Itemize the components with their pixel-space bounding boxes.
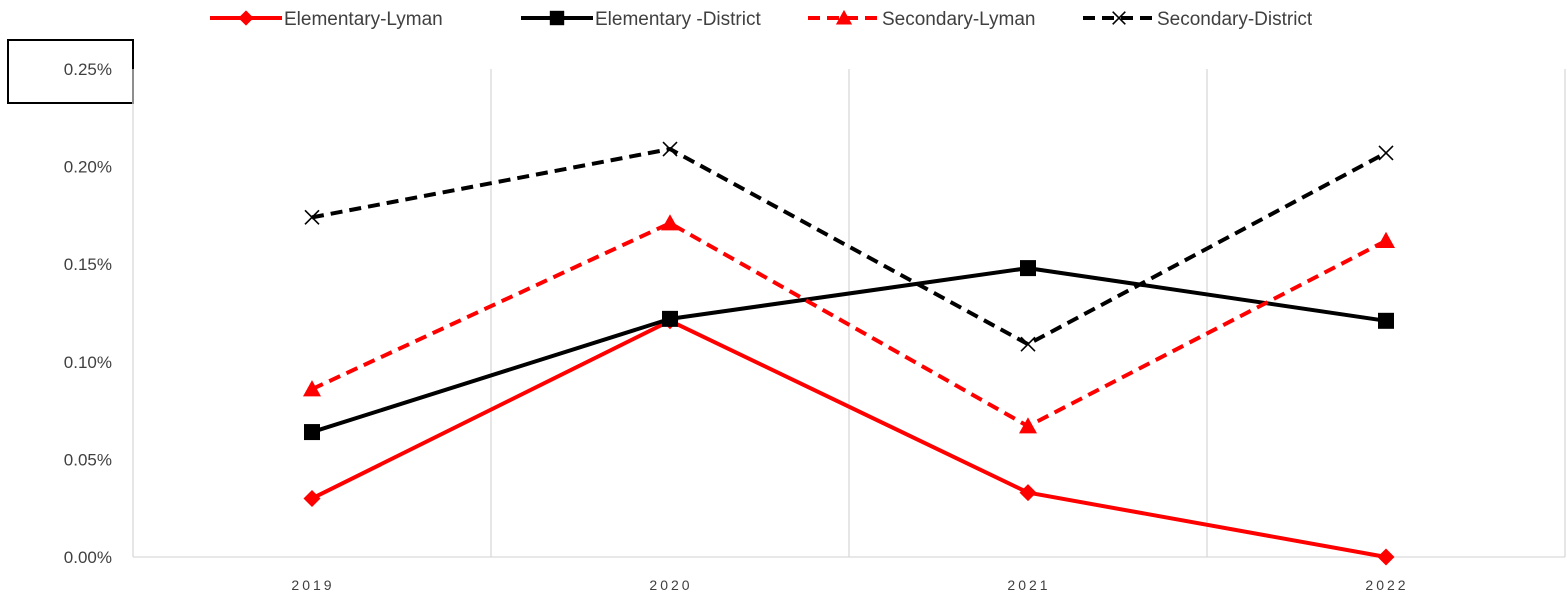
legend: Elementary-Lyman Elementary -District Seco…: [210, 9, 1313, 30]
legend-label: Elementary-Lyman: [284, 9, 443, 30]
square-marker: [662, 310, 678, 327]
y-tick-label: 0.10%: [64, 353, 112, 372]
x-marker: [304, 209, 320, 225]
series-line: [311, 266, 1387, 434]
series-3: [304, 141, 1394, 352]
legend-item-0: Elementary-Lyman: [210, 9, 443, 30]
x-tick-label: 2020: [649, 577, 692, 593]
x-marker: [1112, 11, 1126, 25]
triangle-marker: [1019, 417, 1037, 434]
diamond-marker: [303, 489, 321, 507]
x-tick-label: 2022: [1365, 577, 1408, 593]
legend-label: Elementary -District: [595, 9, 761, 30]
diamond-marker: [238, 10, 254, 26]
y-tick-label: 0.05%: [64, 450, 112, 469]
x-marker: [1020, 336, 1036, 352]
y-tick-label: 0.15%: [64, 255, 112, 274]
diamond-marker: [1019, 484, 1037, 502]
x-tick-label: 2019: [291, 577, 334, 593]
series-1: [304, 260, 1394, 441]
triangle-marker: [303, 380, 321, 397]
legend-item-2: Secondary-Lyman: [808, 9, 1035, 30]
x-marker-stroke: [662, 141, 678, 157]
triangle-marker: [661, 214, 679, 231]
x-tick-label: 2021: [1007, 577, 1050, 593]
series-layer: [303, 141, 1395, 566]
square-marker: [1020, 260, 1036, 277]
series-2: [303, 214, 1395, 434]
x-marker-stroke: [304, 209, 320, 225]
y-axis: 0.00% 0.05% 0.10% 0.15% 0.20% 0.25%: [64, 60, 112, 567]
x-axis: 2019 2020 2021 2022: [291, 577, 1408, 593]
diamond-marker: [1377, 548, 1395, 566]
x-marker: [662, 141, 678, 157]
series-line: [311, 147, 1387, 347]
x-marker-stroke: [1020, 336, 1036, 352]
x-marker-stroke: [1112, 11, 1126, 25]
x-marker: [1378, 145, 1394, 161]
square-marker: [304, 424, 320, 441]
y-tick-label: 0.25%: [64, 60, 112, 79]
triangle-marker: [835, 9, 853, 25]
y-tick-label: 0.00%: [64, 548, 112, 567]
y-tick-label: 0.20%: [64, 158, 112, 177]
gridlines: [132, 69, 1566, 558]
x-marker-stroke: [1378, 145, 1394, 161]
square-marker: [549, 10, 565, 26]
legend-item-3: Secondary-District: [1083, 9, 1313, 30]
triangle-marker: [1377, 231, 1395, 248]
square-marker: [1378, 312, 1394, 329]
series-line: [311, 221, 1387, 429]
series-line: [311, 318, 1387, 559]
legend-item-1: Elementary -District: [521, 9, 761, 30]
legend-label: Secondary-Lyman: [882, 9, 1035, 30]
legend-label: Secondary-District: [1157, 9, 1313, 30]
